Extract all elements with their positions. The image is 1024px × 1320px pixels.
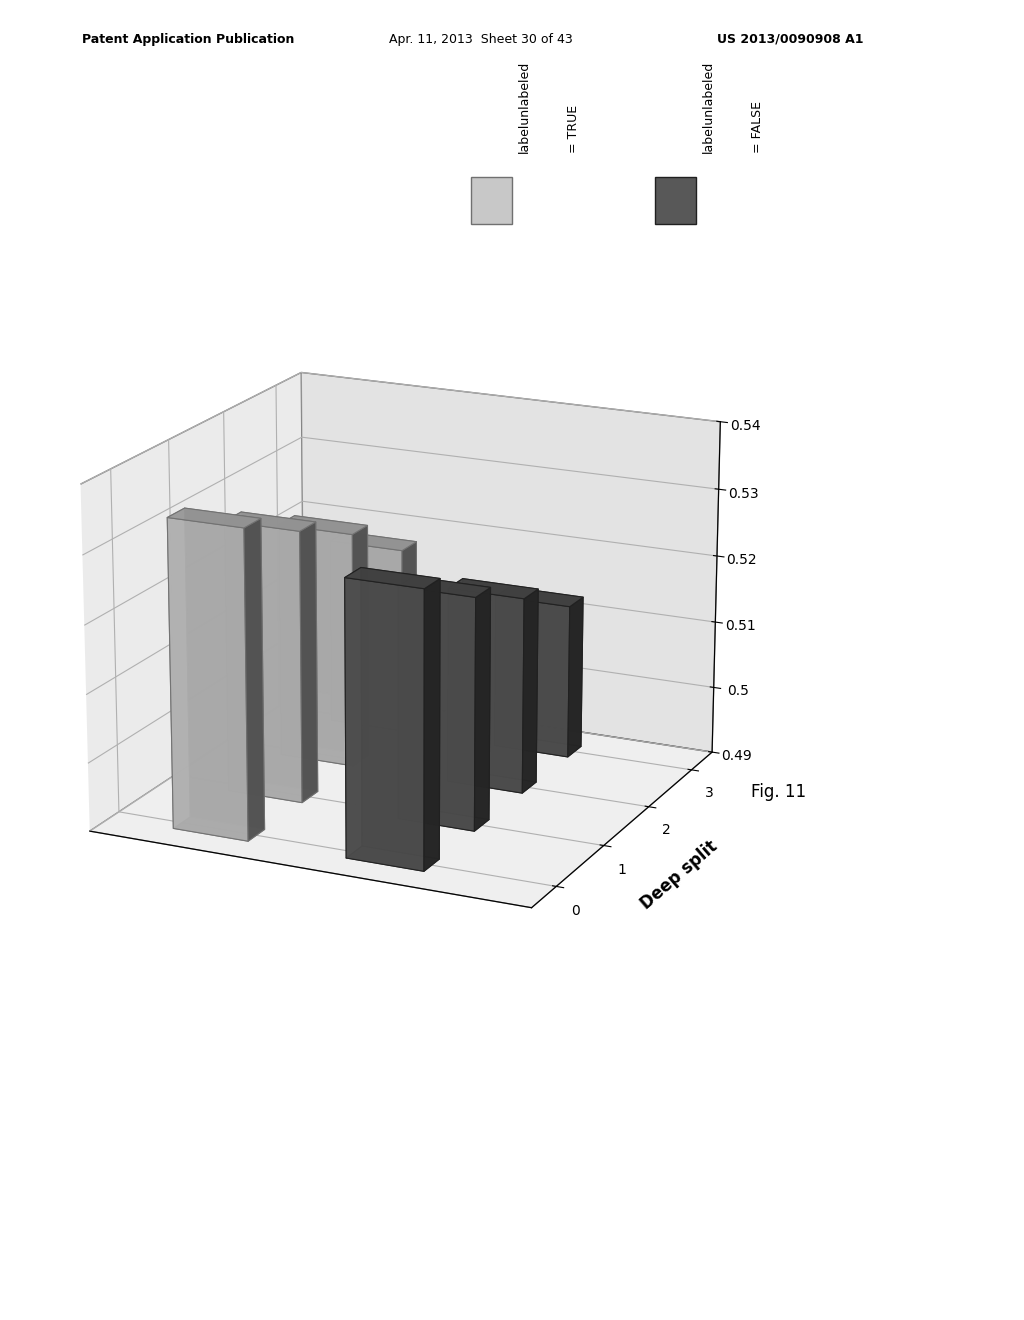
Text: Fig. 11: Fig. 11 (751, 783, 806, 801)
Text: = FALSE: = FALSE (752, 102, 764, 153)
Text: US 2013/0090908 A1: US 2013/0090908 A1 (717, 33, 863, 46)
Text: Apr. 11, 2013  Sheet 30 of 43: Apr. 11, 2013 Sheet 30 of 43 (389, 33, 572, 46)
Text: labelunlabeled: labelunlabeled (702, 61, 715, 153)
Bar (471, 177, 512, 224)
Text: labelunlabeled: labelunlabeled (518, 61, 530, 153)
Text: = TRUE: = TRUE (567, 106, 580, 153)
Text: Patent Application Publication: Patent Application Publication (82, 33, 294, 46)
Y-axis label: Deep split: Deep split (637, 837, 721, 912)
Bar (655, 177, 696, 224)
